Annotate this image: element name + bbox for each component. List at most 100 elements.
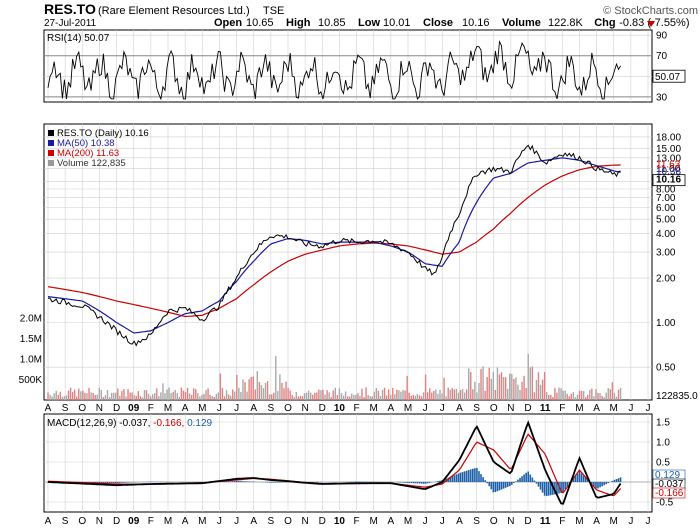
x-axis-label: D — [319, 516, 326, 527]
price-tick-label: 0.50 — [656, 363, 676, 374]
quote-label-low: Low — [358, 17, 380, 29]
price-line — [47, 144, 621, 347]
x-axis-label: M — [198, 516, 206, 527]
price-tick-label: 5.00 — [656, 215, 676, 226]
x-axis-label: A — [593, 403, 600, 414]
macd-panel — [43, 413, 653, 513]
rsi-last-box — [652, 69, 686, 83]
volume-tick-label: 1.0M — [20, 355, 42, 366]
x-axis-label: A — [182, 403, 189, 414]
price-last-label: 10.16 — [656, 175, 681, 186]
quote-row: Open 10.65 High 10.85 Low 10.01 Close 10.16 Volu… — [214, 17, 690, 29]
x-axis-label: M — [164, 403, 172, 414]
rsi-tick-label: 30 — [656, 92, 668, 103]
x-axis-label: M — [575, 516, 583, 527]
x-axis-label: M — [404, 516, 412, 527]
company-name: (Rare Element Resources Ltd.) — [98, 5, 250, 17]
volume-last-label: 122835.0 — [656, 391, 698, 402]
x-axis-label: F — [559, 516, 565, 527]
ticker-symbol: RES.TO — [44, 1, 96, 17]
x-axis-label: S — [62, 516, 69, 527]
x-axis-label: O — [78, 516, 86, 527]
macd-tick-label: 1.5 — [656, 418, 670, 429]
x-axis-label: N — [507, 516, 514, 527]
x-axis-label: J — [440, 516, 445, 527]
price-tick-label: 15.00 — [656, 144, 681, 155]
price-last-label: 11.63 — [656, 160, 681, 171]
x-axis-label: N — [96, 516, 103, 527]
quote-value-chg: -0.83 (-7.55%) — [619, 17, 689, 29]
x-axis-label: S — [473, 403, 480, 414]
x-axis-label: M — [164, 516, 172, 527]
x-axis-label: N — [96, 403, 103, 414]
x-axis-label: M — [610, 403, 618, 414]
legend-label: MA(200) 11.63 — [57, 148, 119, 159]
price-tick-label: 3.00 — [656, 248, 676, 259]
volume-tick-label: 500K — [19, 375, 43, 386]
x-axis-label: N — [302, 403, 309, 414]
quote-value-low: 10.01 — [383, 17, 411, 29]
x-axis-label: A — [182, 516, 189, 527]
brand-label: © StockCharts.com — [603, 5, 698, 17]
macd-signal-value: -0.166, — [153, 418, 187, 429]
x-axis-label: O — [284, 403, 292, 414]
legend-swatch — [48, 160, 54, 166]
x-axis-label: 10 — [334, 516, 346, 527]
price-tick-label: 1.00 — [656, 318, 676, 329]
x-axis-label: J — [646, 516, 651, 527]
x-axis-label: J — [423, 403, 428, 414]
x-axis-label: M — [370, 403, 378, 414]
x-axis-label: 10 — [334, 403, 346, 414]
x-axis-label: A — [593, 516, 600, 527]
quote-value-high: 10.85 — [318, 17, 346, 29]
price-tick-label: 6.00 — [656, 203, 676, 214]
x-axis-label: A — [250, 516, 257, 527]
price-tick-label: 4.00 — [656, 229, 676, 240]
price-tick-label: 7.00 — [656, 193, 676, 204]
x-axis-label: N — [507, 403, 514, 414]
macd-tick-label: 0.5 — [656, 458, 670, 469]
macd-tick-label: 1.0 — [656, 438, 670, 449]
legend-swatch — [48, 140, 54, 146]
x-axis-label: A — [388, 516, 395, 527]
x-axis-label: O — [490, 516, 498, 527]
macd-last-label: -0.166 — [655, 488, 684, 499]
y-axis-labels: 9070503018.0015.0013.0011.009.008.007.00… — [19, 31, 699, 509]
quote-value-open: 10.65 — [246, 17, 274, 29]
macd-title: MACD(12,26,9) -0.037, -0.166, 0.129 — [47, 418, 213, 429]
legend-swatch — [48, 130, 54, 136]
price-tick-label: 13.00 — [656, 153, 681, 164]
legend-label: MA(50) 10.38 — [57, 138, 115, 149]
quote-label-open: Open — [214, 17, 242, 29]
x-axis-label: J — [440, 403, 445, 414]
quote-label-high: High — [286, 17, 311, 29]
x-axis-label: M — [370, 516, 378, 527]
price-tick-label: 18.00 — [656, 132, 681, 143]
macd-last-label: -0.037 — [655, 479, 684, 490]
x-axis-label: A — [45, 516, 52, 527]
rsi-last-value: 50.07 — [655, 72, 680, 83]
quote-value-close: 10.16 — [462, 17, 490, 29]
x-axis-label: 11 — [540, 516, 551, 527]
x-axis-label: A — [456, 403, 463, 414]
volume-tick-label: 2.0M — [20, 314, 42, 325]
x-axis-label: D — [319, 403, 326, 414]
x-axis-label: M — [575, 403, 583, 414]
price-panel — [43, 123, 653, 401]
x-axis-label: J — [646, 403, 651, 414]
x-axis-label: J — [217, 516, 222, 527]
x-axis-label: A — [388, 403, 395, 414]
x-axis-label: O — [284, 516, 292, 527]
volume-bars — [47, 353, 622, 400]
x-axis-label: F — [559, 403, 565, 414]
legend-swatch — [48, 150, 54, 156]
price-tick-label: 11.00 — [656, 164, 681, 175]
price-tick-label: 8.00 — [656, 185, 676, 196]
x-axis-label: J — [628, 403, 633, 414]
x-axis-label: S — [268, 403, 275, 414]
macd-line — [47, 420, 622, 505]
x-axis-label: D — [113, 403, 120, 414]
rsi-line — [47, 39, 621, 101]
